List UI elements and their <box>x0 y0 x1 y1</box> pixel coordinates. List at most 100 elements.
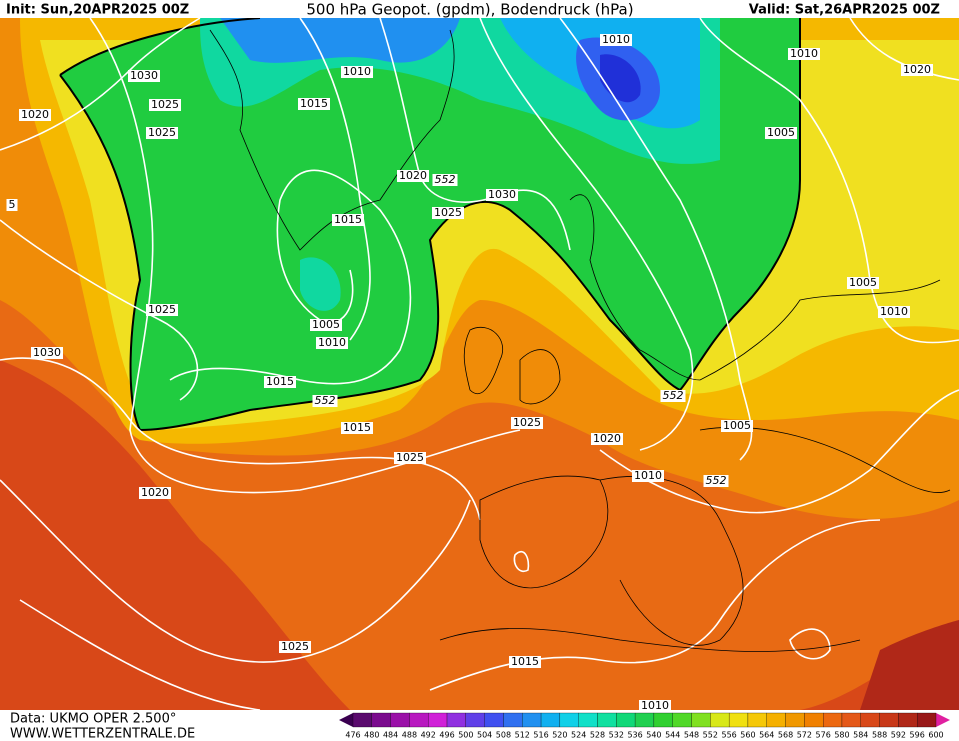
legend-arrow-left <box>339 713 353 727</box>
isobar-label: 552 <box>663 389 684 402</box>
valid-time: Valid: Sat,26APR2025 00Z <box>749 3 940 18</box>
legend-swatch <box>428 712 448 728</box>
isobar-label: 1020 <box>903 63 931 76</box>
legend-tick-label: 576 <box>816 731 831 740</box>
isobar-label: 1020 <box>399 169 427 182</box>
legend-tick-label: 584 <box>853 731 868 740</box>
legend-tick-label: 500 <box>458 731 473 740</box>
isobar-label: 552 <box>315 394 336 407</box>
legend-swatch <box>522 712 542 728</box>
isobar-label: 1010 <box>343 65 371 78</box>
legend-swatch <box>728 712 749 728</box>
legend-tick-label: 532 <box>609 731 624 740</box>
isobar-label: 1025 <box>281 640 309 653</box>
legend-tick-label: 476 <box>345 731 360 740</box>
label-bg <box>316 337 348 349</box>
legend-swatch <box>390 712 410 728</box>
legend-swatch <box>352 712 372 728</box>
legend-tick-label: 556 <box>721 731 736 740</box>
isobar-label: 552 <box>706 474 727 487</box>
legend-tick-label: 592 <box>891 731 906 740</box>
isobar-label: 1025 <box>151 98 179 111</box>
map-title: 500 hPa Geopot. (gpdm), Bodendruck (hPa) <box>306 1 633 19</box>
label-bg <box>632 470 664 482</box>
legend-swatch <box>898 712 918 728</box>
legend-tick-label: 536 <box>627 731 642 740</box>
isobar-label: 1015 <box>334 213 362 226</box>
legend-swatch <box>841 712 861 728</box>
legend-swatch <box>578 712 598 728</box>
isobar-label: 1030 <box>33 346 61 359</box>
isobar-label: 1015 <box>266 375 294 388</box>
legend-swatch <box>597 712 617 728</box>
legend-tick-label: 528 <box>590 731 605 740</box>
legend-tick-label: 552 <box>703 731 718 740</box>
label-bg <box>31 347 63 359</box>
label-bg <box>394 452 426 464</box>
legend-tick-label: 548 <box>684 731 699 740</box>
label-bg <box>146 127 178 139</box>
legend-tick-label: 588 <box>872 731 887 740</box>
label-bg <box>639 700 671 712</box>
legend-swatch <box>747 712 767 728</box>
label-bg <box>149 99 181 111</box>
isobar-label: 1015 <box>343 421 371 434</box>
label-bg <box>486 189 518 201</box>
isobar-label: 1030 <box>130 69 158 82</box>
legend-swatch <box>691 712 711 728</box>
legend-swatch <box>860 712 880 728</box>
legend-swatch <box>409 712 429 728</box>
legend-tick-label: 600 <box>928 731 943 740</box>
legend-swatch <box>804 712 824 728</box>
label-bg <box>509 656 541 668</box>
legend-tick-label: 596 <box>910 731 925 740</box>
coastlines <box>209 29 951 652</box>
legend-swatch <box>446 712 466 728</box>
label-bg <box>298 98 330 110</box>
isobar-label: 1015 <box>511 655 539 668</box>
isobar-label: 1010 <box>634 469 662 482</box>
color-legend: 476 480 484 488 492 496 500 504 508 512 516 520 524 5… <box>339 712 950 740</box>
legend-tick-label: 508 <box>496 731 511 740</box>
legend-tick-label: 560 <box>740 731 755 740</box>
isobar-label: 1005 <box>767 126 795 139</box>
label-bg <box>432 174 458 186</box>
label-bg <box>264 376 296 388</box>
label-bg <box>765 127 797 139</box>
legend-tick-label: 516 <box>533 731 548 740</box>
init-time: Init: Sun,20APR2025 00Z <box>6 3 189 18</box>
label-bg <box>128 70 160 82</box>
legend-swatch <box>823 712 843 728</box>
isobar-label: 1010 <box>880 305 908 318</box>
label-bg <box>600 34 632 46</box>
label-bg <box>901 64 933 76</box>
legend-tick-label: 580 <box>834 731 849 740</box>
label-bg <box>788 48 820 60</box>
label-bg <box>397 170 429 182</box>
label-bg <box>139 487 171 499</box>
isobar-label: 552 <box>435 173 456 186</box>
label-bg <box>341 422 373 434</box>
isobar-label: 1015 <box>300 97 328 110</box>
label-bg <box>6 199 18 211</box>
legend-tick-label: 544 <box>665 731 680 740</box>
legend-tick-label: 572 <box>797 731 812 740</box>
label-bg <box>146 304 178 316</box>
label-bg <box>279 641 311 653</box>
legend-swatch <box>710 712 730 728</box>
legend-tick-label: 540 <box>646 731 661 740</box>
legend-swatch <box>616 712 636 728</box>
isobar-label: 1005 <box>312 318 340 331</box>
legend-arrow-right <box>936 713 950 727</box>
label-bg <box>660 390 686 402</box>
legend-tick-label: 488 <box>402 731 417 740</box>
label-bg <box>432 207 464 219</box>
label-bg <box>332 214 364 226</box>
isobars <box>0 17 959 711</box>
label-bg <box>312 395 338 407</box>
legend-swatch <box>540 712 561 728</box>
label-bg <box>721 420 753 432</box>
legend-tick-label: 512 <box>515 731 530 740</box>
isobar-label: 1010 <box>602 33 630 46</box>
legend-swatch <box>672 712 692 728</box>
